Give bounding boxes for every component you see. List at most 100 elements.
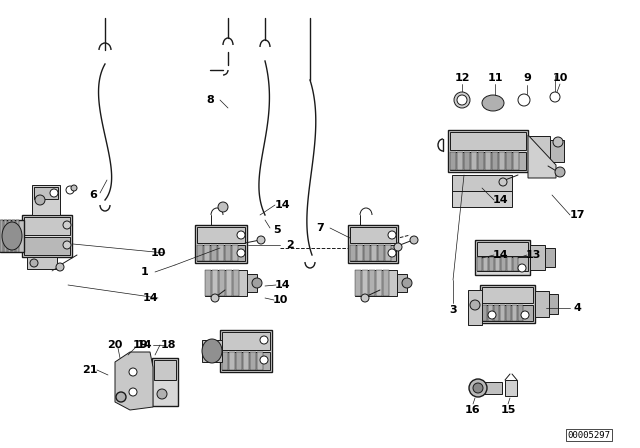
Bar bbox=[482, 287, 533, 303]
Text: 14: 14 bbox=[137, 340, 153, 350]
Circle shape bbox=[116, 392, 126, 402]
Bar bbox=[457, 152, 463, 170]
Bar bbox=[450, 152, 456, 170]
Circle shape bbox=[402, 278, 412, 288]
Bar bbox=[545, 248, 555, 267]
Bar bbox=[195, 225, 247, 263]
Circle shape bbox=[71, 185, 77, 191]
Bar bbox=[222, 332, 270, 350]
Bar bbox=[448, 130, 528, 172]
Text: 10: 10 bbox=[272, 295, 288, 305]
Bar bbox=[232, 245, 238, 261]
Bar bbox=[226, 270, 232, 296]
Bar bbox=[468, 290, 482, 325]
Bar bbox=[202, 340, 222, 362]
Bar bbox=[500, 305, 505, 321]
Bar bbox=[247, 274, 257, 292]
Bar bbox=[501, 257, 506, 271]
Bar bbox=[530, 245, 545, 270]
Circle shape bbox=[252, 278, 262, 288]
Bar bbox=[0, 220, 3, 252]
Bar bbox=[495, 257, 500, 271]
Bar bbox=[513, 257, 518, 271]
Ellipse shape bbox=[482, 95, 504, 111]
Bar bbox=[477, 257, 528, 271]
Circle shape bbox=[30, 259, 38, 267]
Circle shape bbox=[260, 336, 268, 344]
Bar bbox=[154, 360, 176, 380]
Circle shape bbox=[63, 221, 71, 229]
Bar bbox=[222, 352, 228, 370]
Bar bbox=[482, 305, 487, 321]
Text: 8: 8 bbox=[206, 95, 214, 105]
Bar bbox=[219, 270, 225, 296]
Bar bbox=[197, 227, 245, 243]
Text: 11: 11 bbox=[487, 73, 503, 83]
Bar bbox=[385, 245, 391, 261]
Bar bbox=[16, 220, 19, 252]
Text: 00005297: 00005297 bbox=[568, 431, 611, 439]
Bar bbox=[450, 132, 526, 150]
Circle shape bbox=[555, 167, 565, 177]
Circle shape bbox=[56, 263, 64, 271]
Circle shape bbox=[488, 311, 496, 319]
Text: 14: 14 bbox=[492, 250, 508, 260]
Circle shape bbox=[454, 92, 470, 108]
Bar bbox=[513, 152, 519, 170]
Text: 4: 4 bbox=[573, 303, 581, 313]
Bar bbox=[220, 330, 272, 372]
Bar bbox=[197, 245, 245, 261]
Text: 6: 6 bbox=[89, 190, 97, 200]
Bar bbox=[505, 380, 517, 396]
Text: 19: 19 bbox=[132, 340, 148, 350]
Circle shape bbox=[157, 389, 167, 399]
Bar bbox=[205, 270, 211, 296]
Circle shape bbox=[499, 178, 507, 186]
Text: 10: 10 bbox=[552, 73, 568, 83]
Bar bbox=[499, 152, 505, 170]
Text: 20: 20 bbox=[108, 340, 123, 350]
Circle shape bbox=[260, 356, 268, 364]
Circle shape bbox=[394, 243, 402, 251]
Bar bbox=[482, 305, 533, 321]
Bar bbox=[12, 220, 15, 252]
Polygon shape bbox=[528, 135, 556, 178]
Bar bbox=[222, 352, 270, 370]
Bar bbox=[257, 352, 263, 370]
Text: 21: 21 bbox=[83, 365, 98, 375]
Bar bbox=[488, 305, 493, 321]
Bar bbox=[535, 291, 549, 317]
Bar bbox=[378, 245, 384, 261]
Bar bbox=[452, 175, 512, 191]
Bar bbox=[528, 136, 550, 166]
Bar bbox=[250, 352, 256, 370]
Bar bbox=[22, 215, 72, 257]
Bar bbox=[243, 352, 249, 370]
Bar bbox=[355, 270, 397, 296]
Bar bbox=[483, 257, 488, 271]
Circle shape bbox=[518, 264, 526, 272]
Bar bbox=[8, 220, 11, 252]
Text: 9: 9 bbox=[523, 73, 531, 83]
Circle shape bbox=[257, 236, 265, 244]
Bar bbox=[197, 245, 203, 261]
Bar bbox=[225, 245, 231, 261]
Text: 7: 7 bbox=[316, 223, 324, 233]
Text: 13: 13 bbox=[525, 250, 541, 260]
Bar bbox=[236, 352, 242, 370]
Bar bbox=[357, 245, 363, 261]
Bar bbox=[371, 245, 377, 261]
Bar bbox=[229, 352, 235, 370]
Bar bbox=[506, 305, 511, 321]
Bar bbox=[477, 242, 528, 256]
Circle shape bbox=[129, 388, 137, 396]
Ellipse shape bbox=[202, 339, 222, 363]
Circle shape bbox=[550, 92, 560, 102]
Bar bbox=[383, 270, 389, 296]
Circle shape bbox=[50, 189, 58, 197]
Bar bbox=[485, 152, 491, 170]
Circle shape bbox=[521, 311, 529, 319]
Bar bbox=[27, 257, 57, 269]
Bar bbox=[369, 270, 375, 296]
Circle shape bbox=[410, 236, 418, 244]
